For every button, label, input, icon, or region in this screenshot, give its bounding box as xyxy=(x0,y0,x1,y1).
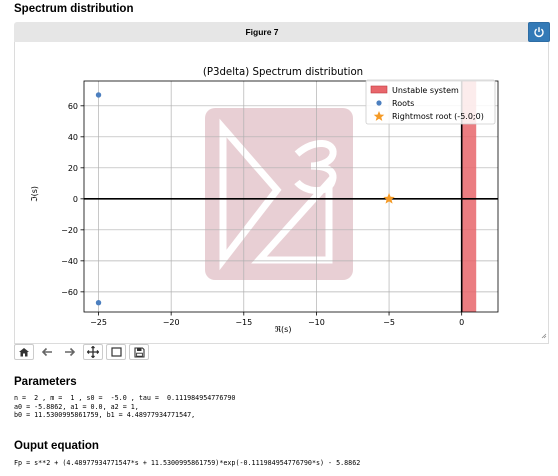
legend-box xyxy=(365,79,496,125)
y-tick-label: −60 xyxy=(61,288,78,297)
save-button[interactable] xyxy=(129,344,149,360)
x-tick-label: −15 xyxy=(235,318,252,327)
parameters-heading: Parameters xyxy=(14,376,77,388)
parameters-line: a0 = -5.8862, a1 = 0.0, a2 = 1, xyxy=(14,402,139,411)
x-tick-label: −20 xyxy=(163,318,180,327)
rightmost-root-point[interactable] xyxy=(383,192,395,204)
resize-handle[interactable] xyxy=(541,333,547,339)
floppy-disk-icon xyxy=(133,346,145,358)
parameters-line: b0 = 11.5300995861759, b1 = 4.4897793477… xyxy=(14,411,196,420)
page-heading: Spectrum distribution xyxy=(14,3,134,15)
arrow-left-icon xyxy=(41,347,52,357)
y-axis-label: ℑ(s) xyxy=(30,186,39,202)
root-point[interactable] xyxy=(95,299,102,306)
legend: Unstable system Roots Rightmost root (-5… xyxy=(365,79,496,125)
watermark-logo xyxy=(205,108,353,280)
figure-toolbar xyxy=(14,344,149,361)
legend-label-unstable: Unstable system xyxy=(392,86,459,95)
legend-label-rightmost: Rightmost root (-5.0;0) xyxy=(392,112,484,121)
power-icon xyxy=(534,27,544,38)
figure-title: Figure 7 xyxy=(245,27,279,37)
legend-marker-rightmost xyxy=(373,111,385,121)
pan-button[interactable] xyxy=(83,344,103,360)
root-point[interactable] xyxy=(95,92,102,98)
output-equation-heading: Ouput equation xyxy=(14,440,99,452)
spectrum-chart[interactable]: −25 −20 −15 −10 −5 0 −60 −40 −20 0 20 40 60 (P3delta… xyxy=(15,42,548,342)
y-tick-label: 60 xyxy=(68,102,78,111)
back-button[interactable] xyxy=(37,344,57,360)
parameters-line: n = 2 , m = 1 , s0 = -5.0 , tau = 0.1119… xyxy=(14,394,236,402)
x-axis-label: ℜ(s) xyxy=(275,325,292,334)
x-tick-label: −25 xyxy=(90,318,107,327)
y-tick-label: 40 xyxy=(68,133,78,142)
forward-button[interactable] xyxy=(60,344,80,360)
power-button[interactable] xyxy=(528,22,550,42)
legend-swatch-unstable xyxy=(370,85,388,94)
x-tick-label: −5 xyxy=(383,318,395,327)
home-button[interactable] xyxy=(14,344,34,360)
move-icon xyxy=(87,346,99,358)
figure-header: Figure 7 xyxy=(14,22,550,42)
legend-marker-roots xyxy=(376,100,382,106)
home-icon xyxy=(19,348,29,357)
y-tick-label: 0 xyxy=(73,195,78,204)
x-tick-label: 0 xyxy=(459,318,464,327)
zoom-button[interactable] xyxy=(106,344,126,360)
output-equation: Fp = s**2 + (4.48977934771547*s + 11.530… xyxy=(14,459,361,467)
unstable-region xyxy=(461,81,477,312)
figure-panel: −25 −20 −15 −10 −5 0 −60 −40 −20 0 20 40 60 (P3delta… xyxy=(14,42,549,344)
chart-title: (P3delta) Spectrum distribution xyxy=(203,67,363,78)
y-tick-label: 20 xyxy=(68,164,78,173)
x-tick-label: −10 xyxy=(308,318,325,327)
y-tick-label: −20 xyxy=(61,226,78,235)
zoom-rectangle-icon xyxy=(110,347,122,357)
legend-label-roots: Roots xyxy=(392,99,414,108)
plot-frame xyxy=(83,80,499,313)
arrow-right-icon xyxy=(65,347,76,357)
y-tick-label: −40 xyxy=(61,257,78,266)
